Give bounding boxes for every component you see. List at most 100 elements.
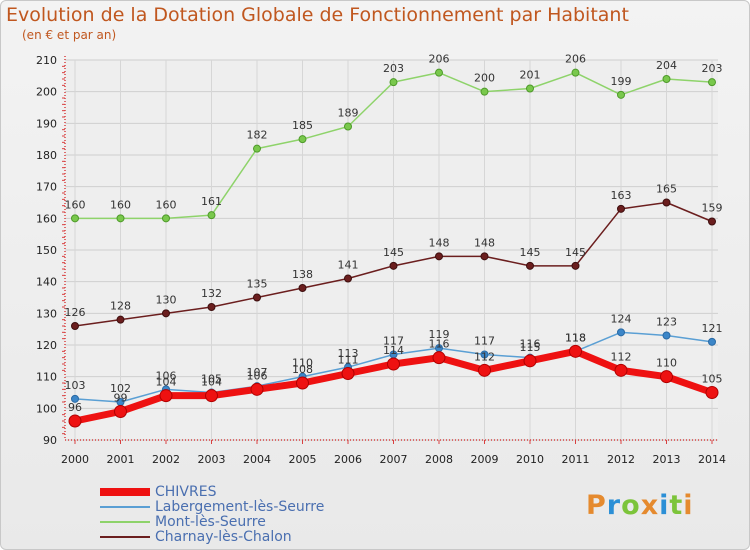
data-point-charnay-l-s-chalon [662, 198, 671, 207]
data-point-mont-l-s-seurre [435, 68, 443, 77]
y-tick-label: 170 [36, 181, 57, 194]
data-label-chivres: 114 [383, 344, 404, 357]
data-label-charnay-l-s-chalon: 145 [565, 246, 586, 259]
legend-item: Mont-lès-Seurre [100, 514, 360, 530]
y-tick-label: 150 [36, 244, 57, 257]
data-label-labergement-l-s-seurre: 105 [201, 373, 222, 386]
data-label-mont-l-s-seurre: 200 [474, 72, 495, 85]
data-label-labergement-l-s-seurre: 124 [611, 312, 632, 325]
data-label-chivres: 116 [429, 338, 450, 351]
data-point-chivres [114, 405, 127, 418]
data-label-labergement-l-s-seurre: 102 [110, 382, 131, 395]
data-point-charnay-l-s-chalon [71, 322, 79, 330]
data-label-labergement-l-s-seurre: 113 [338, 347, 359, 360]
data-label-labergement-l-s-seurre: 107 [247, 366, 268, 379]
data-point-chivres [68, 414, 82, 428]
data-point-charnay-l-s-chalon [389, 261, 398, 270]
data-label-charnay-l-s-chalon: 132 [201, 287, 222, 300]
x-tick-label: 2009 [471, 453, 499, 466]
data-point-chivres [432, 351, 446, 365]
data-point-mont-l-s-seurre [389, 78, 398, 87]
data-point-chivres [387, 357, 400, 371]
y-tick-label: 100 [36, 402, 57, 415]
data-point-mont-l-s-seurre [116, 214, 125, 223]
data-point-charnay-l-s-chalon [116, 315, 125, 324]
x-tick-label: 2000 [61, 453, 89, 466]
x-tick-label: 2005 [289, 453, 317, 466]
data-label-mont-l-s-seurre: 189 [338, 107, 359, 120]
data-label-chivres: 115 [520, 341, 541, 354]
data-label-chivres: 112 [474, 350, 495, 363]
data-point-chivres [478, 363, 491, 377]
data-point-chivres [341, 367, 355, 380]
data-point-charnay-l-s-chalon [344, 274, 352, 283]
x-tick-label: 2003 [198, 453, 226, 466]
data-label-labergement-l-s-seurre: 119 [429, 328, 450, 341]
y-tick-label: 210 [36, 54, 57, 67]
x-tick-label: 2004 [243, 453, 271, 466]
x-tick-label: 2007 [380, 453, 408, 466]
data-label-charnay-l-s-chalon: 163 [611, 189, 632, 202]
data-point-labergement-l-s-seurre [617, 328, 625, 337]
data-label-charnay-l-s-chalon: 130 [156, 293, 177, 306]
data-point-charnay-l-s-chalon [571, 261, 580, 270]
logo-letter: i [683, 490, 694, 521]
x-tick-label: 2011 [562, 453, 590, 466]
data-point-labergement-l-s-seurre [708, 337, 716, 346]
data-point-charnay-l-s-chalon [617, 204, 625, 213]
data-point-charnay-l-s-chalon [526, 261, 534, 270]
data-point-charnay-l-s-chalon [253, 293, 261, 302]
legend-swatch [100, 488, 150, 496]
y-tick-label: 110 [36, 371, 57, 384]
data-label-chivres: 118 [565, 331, 586, 344]
data-label-mont-l-s-seurre: 203 [702, 62, 723, 75]
y-tick-label: 190 [36, 117, 57, 130]
data-label-mont-l-s-seurre: 160 [156, 198, 177, 211]
data-label-mont-l-s-seurre: 206 [565, 53, 586, 66]
y-tick-label: 140 [36, 276, 57, 289]
data-label-charnay-l-s-chalon: 159 [702, 202, 723, 215]
data-label-chivres: 110 [656, 357, 677, 370]
y-tick-label: 120 [36, 339, 57, 352]
data-label-chivres: 99 [114, 392, 128, 405]
data-label-labergement-l-s-seurre: 118 [565, 331, 586, 344]
data-label-chivres: 104 [156, 376, 177, 389]
logo-letter: o [621, 490, 641, 521]
data-label-chivres: 104 [201, 376, 222, 389]
data-label-mont-l-s-seurre: 160 [110, 198, 131, 211]
data-point-charnay-l-s-chalon [435, 252, 443, 261]
data-point-chivres [159, 389, 173, 403]
data-label-labergement-l-s-seurre: 123 [656, 316, 677, 329]
data-label-charnay-l-s-chalon: 141 [338, 259, 359, 272]
data-point-mont-l-s-seurre [298, 135, 307, 144]
data-label-labergement-l-s-seurre: 110 [292, 357, 313, 370]
data-label-labergement-l-s-seurre: 117 [383, 335, 404, 348]
data-label-chivres: 111 [338, 354, 359, 367]
data-point-charnay-l-s-chalon [162, 309, 170, 318]
y-tick-label: 130 [36, 307, 57, 320]
data-label-labergement-l-s-seurre: 116 [520, 338, 541, 351]
legend-label: Charnay-lès-Chalon [155, 529, 292, 545]
data-point-labergement-l-s-seurre [662, 331, 671, 340]
data-label-charnay-l-s-chalon: 138 [292, 268, 313, 281]
logo-letter: P [586, 490, 607, 521]
data-point-mont-l-s-seurre [344, 122, 352, 131]
legend-label: Mont-lès-Seurre [155, 514, 266, 530]
data-point-charnay-l-s-chalon [207, 303, 216, 311]
data-point-mont-l-s-seurre [708, 78, 716, 87]
data-point-mont-l-s-seurre [480, 87, 489, 96]
data-point-mont-l-s-seurre [526, 84, 534, 93]
data-point-mont-l-s-seurre [617, 90, 625, 99]
legend-item: Charnay-lès-Chalon [100, 529, 360, 545]
data-label-charnay-l-s-chalon: 128 [110, 300, 131, 313]
x-tick-label: 2013 [653, 453, 681, 466]
data-point-mont-l-s-seurre [253, 144, 261, 153]
data-point-chivres [705, 386, 719, 399]
logo-letter: t [669, 490, 684, 521]
data-point-mont-l-s-seurre [207, 211, 216, 220]
y-tick-label: 180 [36, 149, 57, 162]
legend-swatch [100, 521, 150, 523]
data-label-mont-l-s-seurre: 182 [247, 129, 268, 142]
y-tick-label: 160 [36, 212, 57, 225]
